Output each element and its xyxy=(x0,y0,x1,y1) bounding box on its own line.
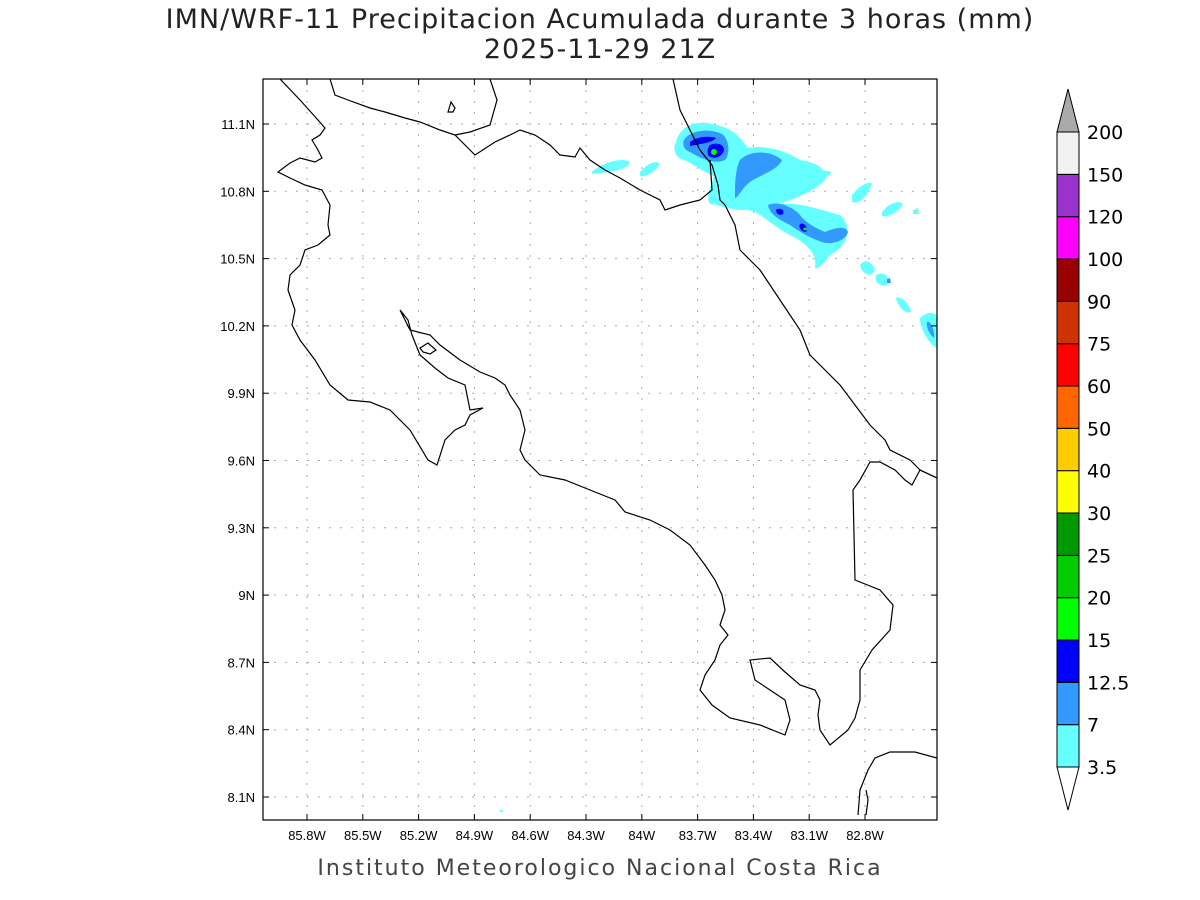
colorbar-swatch xyxy=(1056,470,1080,514)
gridlines xyxy=(263,79,937,820)
colorbar-level-label: 50 xyxy=(1087,418,1111,440)
lat-tick-label: 9N xyxy=(238,588,255,603)
colorbar-swatch xyxy=(1056,681,1080,726)
colorbar-swatch xyxy=(1056,343,1080,387)
lon-tick-label: 85.8W xyxy=(288,828,326,843)
lon-tick-label: 83.4W xyxy=(735,828,773,843)
island-lake xyxy=(447,100,456,113)
colorbar-level-label: 7 xyxy=(1087,715,1099,737)
axis-ticks: 85.8W 85.5W 85.2W 84.9W 84.6W 84.3W 84W 83.7W 83… xyxy=(220,79,937,843)
burica-coast xyxy=(857,751,937,816)
lat-tick-label: 8.4N xyxy=(228,723,255,738)
colorbar-swatch xyxy=(1056,427,1080,472)
precip-3.5mm xyxy=(500,122,937,812)
colorbar-swatch xyxy=(1056,173,1080,218)
northern-border xyxy=(329,79,713,211)
lon-tick-label: 84W xyxy=(628,828,655,843)
lat-tick-label: 10.2N xyxy=(220,319,255,334)
nicaragua-pacific-coast xyxy=(276,79,484,466)
coastlines-borders xyxy=(276,79,937,816)
colorbar-level-label: 12.5 xyxy=(1087,672,1129,694)
lon-tick-label: 85.2W xyxy=(400,828,438,843)
colorbar-level-label: 15 xyxy=(1087,630,1111,652)
lat-tick-label: 10.8N xyxy=(220,184,255,199)
colorbar-level-label: 100 xyxy=(1087,249,1123,271)
colorbar-level-label: 75 xyxy=(1087,334,1111,356)
gulf-of-nicoya-coast xyxy=(399,309,937,746)
colorbar-level-label: 90 xyxy=(1087,291,1111,313)
map-frame xyxy=(262,78,938,821)
colorbar-under-arrow xyxy=(1056,766,1080,811)
colorbar-over-arrow xyxy=(1056,88,1080,133)
colorbar-swatch xyxy=(1056,385,1080,429)
caribbean-coast xyxy=(672,79,937,479)
lon-tick-label: 82.8W xyxy=(846,828,884,843)
lat-tick-label: 9.3N xyxy=(228,521,255,536)
colorbar-level-label: 20 xyxy=(1087,588,1111,610)
colorbar-level-label: 120 xyxy=(1087,207,1123,229)
lat-tick-label: 8.1N xyxy=(228,790,255,805)
colorbar-swatch xyxy=(1056,512,1080,556)
colorbar-level-label: 30 xyxy=(1087,503,1111,525)
colorbar-swatch xyxy=(1056,216,1080,260)
lat-tick-label: 10.5N xyxy=(220,252,255,267)
lon-tick-label: 83.1W xyxy=(790,828,828,843)
burica-tip xyxy=(865,789,869,816)
colorbar-swatch xyxy=(1056,300,1080,345)
colorbar: 3.5 7 12.5 15 20 25 30 40 50 60 75 90 100 120 150 200 xyxy=(1056,88,1129,811)
lon-tick-label: 84.6W xyxy=(511,828,549,843)
map-title: IMN/WRF-11 Precipitacion Acumulada duran… xyxy=(165,4,1035,35)
precipitation-field xyxy=(500,122,937,812)
colorbar-swatch xyxy=(1056,639,1080,683)
map-subtitle: 2025-11-29 21Z xyxy=(483,34,717,65)
footer-credit: Instituto Meteorologico Nacional Costa R… xyxy=(317,856,883,881)
colorbar-swatch xyxy=(1056,258,1080,302)
precip-15mm xyxy=(711,149,807,231)
island-gulf xyxy=(419,342,437,355)
lon-tick-label: 84.3W xyxy=(567,828,605,843)
colorbar-level-label: 25 xyxy=(1087,545,1111,567)
lon-tick-label: 85.5W xyxy=(344,828,382,843)
colorbar-level-label: 3.5 xyxy=(1087,757,1117,779)
lon-tick-label: 83.7W xyxy=(679,828,717,843)
colorbar-swatch xyxy=(1056,724,1080,768)
colorbar-swatch xyxy=(1056,597,1080,641)
colorbar-level-label: 200 xyxy=(1087,122,1123,144)
lat-tick-label: 9.9N xyxy=(228,386,255,401)
lat-tick-label: 8.7N xyxy=(228,655,255,670)
colorbar-level-label: 150 xyxy=(1087,164,1123,186)
lat-tick-label: 11.1N xyxy=(221,117,255,132)
colorbar-level-label: 60 xyxy=(1087,376,1111,398)
lon-tick-label: 84.9W xyxy=(456,828,494,843)
lake-nicaragua-shore xyxy=(454,79,498,136)
colorbar-level-label: 40 xyxy=(1087,461,1111,483)
colorbar-swatch xyxy=(1056,554,1080,599)
colorbar-swatch xyxy=(1056,131,1080,175)
lat-tick-label: 9.6N xyxy=(228,454,255,469)
